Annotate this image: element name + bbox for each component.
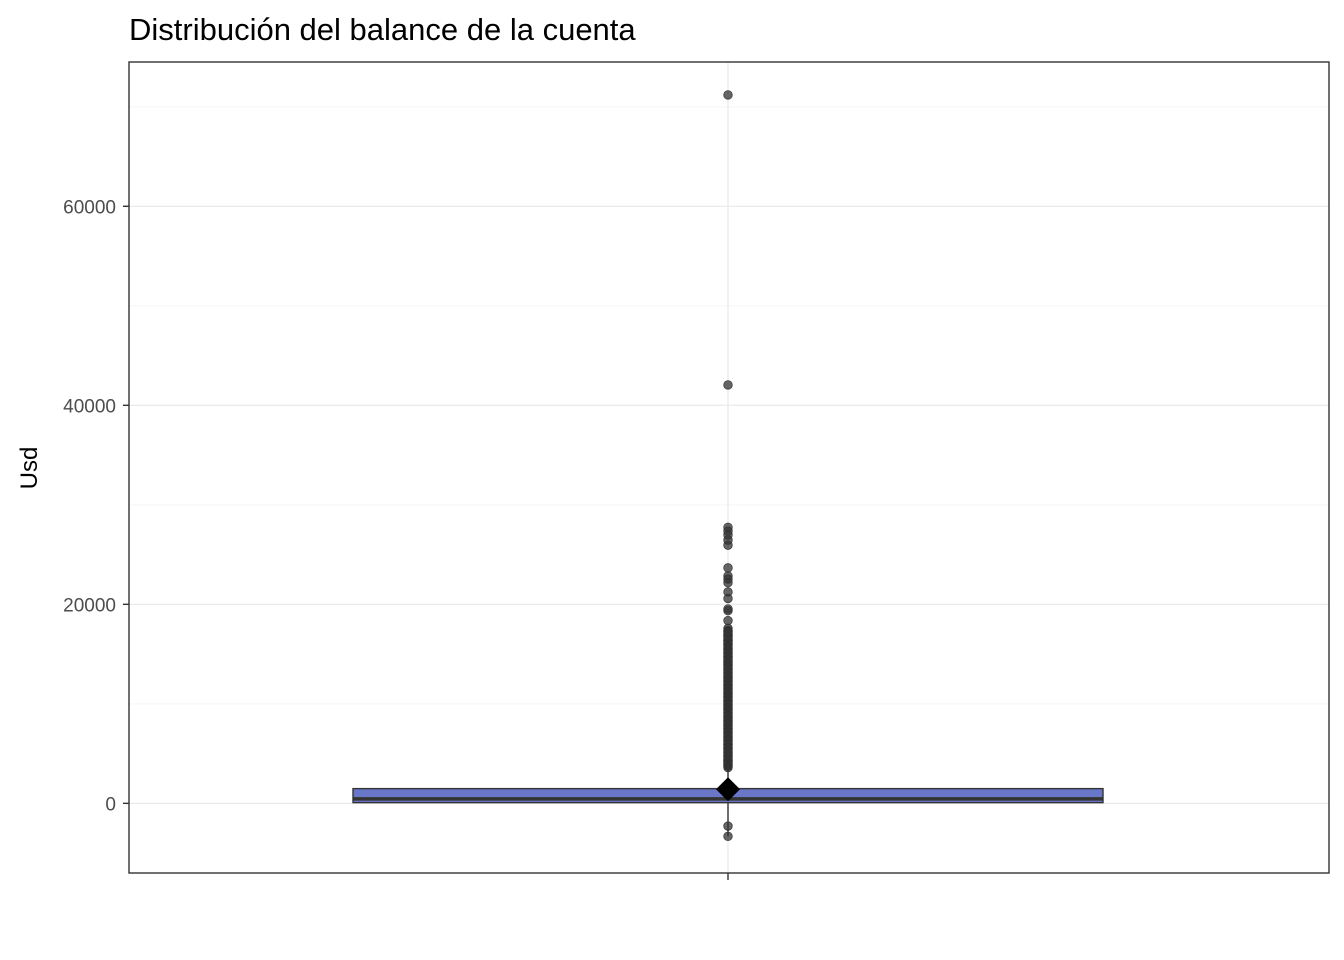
outlier-point [723,90,733,100]
panel-border [128,61,1330,874]
outlier-point [723,578,733,588]
outlier-point [723,831,733,842]
y-axis-ticks: 0 20000 40000 60000 [63,197,129,815]
outlier-point [723,606,733,616]
boxplot [352,90,1104,842]
y-tick-label: 40000 [63,396,116,417]
outlier-point [723,593,733,604]
outlier-point [723,540,733,550]
chart-title: Distribución del balance de la cuenta [129,12,636,47]
outlier-point [723,380,733,390]
mean-marker [716,777,740,802]
y-tick-label: 60000 [63,197,116,218]
outlier-point [723,625,733,636]
y-tick-label: 20000 [63,595,116,616]
outlier-point [723,615,733,626]
outlier-point [723,821,733,831]
y-axis-label: Usd [16,447,43,490]
outlier-point [723,563,733,573]
y-tick-label: 0 [105,794,116,815]
